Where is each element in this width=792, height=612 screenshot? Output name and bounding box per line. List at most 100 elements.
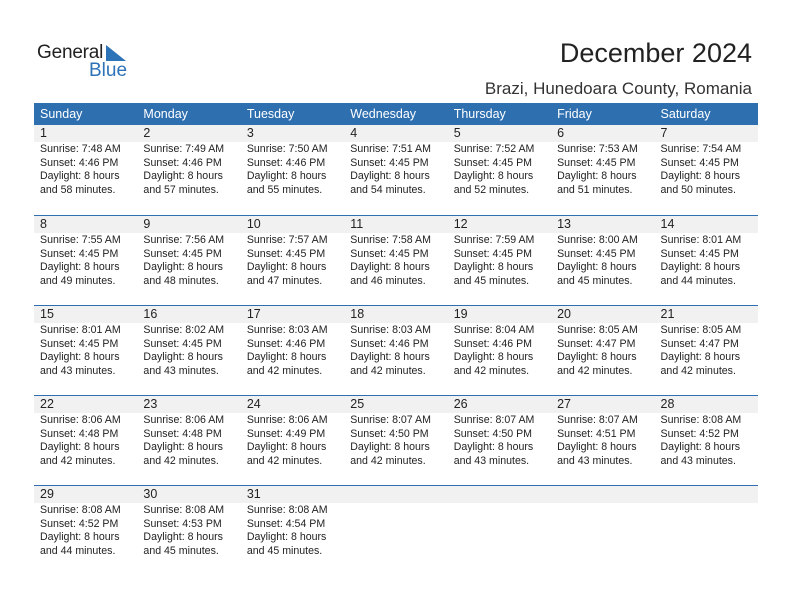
daylight2-text: and 45 minutes.: [453, 274, 530, 287]
sunset-text: Sunset: 4:45 PM: [453, 156, 533, 169]
day-cell: 19 Sunrise: 8:04 AM Sunset: 4:46 PM Dayligh…: [447, 306, 552, 395]
day-info: Sunrise: 8:06 AM Sunset: 4:48 PM Daylight:…: [34, 413, 137, 468]
day-cell: 11 Sunrise: 7:58 AM Sunset: 4:45 PM Dayligh…: [344, 216, 448, 305]
day-info: Sunrise: 8:03 AM Sunset: 4:46 PM Daylight:…: [241, 323, 344, 378]
daylight2-text: and 48 minutes.: [143, 274, 219, 287]
day-number: 24: [240, 396, 345, 413]
day-cell: 23 Sunrise: 8:06 AM Sunset: 4:48 PM Dayligh…: [137, 396, 241, 485]
sunset-text: Sunset: 4:46 PM: [40, 156, 119, 169]
daylight1-text: Daylight: 8 hours: [246, 261, 327, 273]
weekday-thursday: Thursday: [453, 107, 506, 121]
day-number: 12: [447, 216, 552, 233]
daylight1-text: Daylight: 8 hours: [246, 441, 327, 453]
empty-day-band: [654, 486, 758, 503]
daylight1-text: Daylight: 8 hours: [660, 170, 741, 182]
day-number: 31: [240, 486, 345, 503]
sunset-text: Sunset: 4:45 PM: [557, 156, 636, 169]
day-cell: 30 Sunrise: 8:08 AM Sunset: 4:53 PM Dayligh…: [137, 486, 241, 575]
day-cell: 31 Sunrise: 8:08 AM Sunset: 4:54 PM Dayligh…: [240, 486, 345, 575]
day-info: Sunrise: 8:07 AM Sunset: 4:50 PM Daylight:…: [344, 413, 447, 468]
daylight2-text: and 42 minutes.: [557, 364, 633, 377]
day-info: Sunrise: 7:59 AM Sunset: 4:45 PM Daylight:…: [448, 233, 551, 288]
day-info: Sunrise: 8:02 AM Sunset: 4:45 PM Daylight:…: [137, 323, 240, 378]
day-info: Sunrise: 8:07 AM Sunset: 4:50 PM Daylight:…: [448, 413, 551, 468]
day-cell: 16 Sunrise: 8:02 AM Sunset: 4:45 PM Dayligh…: [137, 306, 241, 395]
sunrise-text: Sunrise: 7:59 AM: [453, 234, 535, 246]
logo: General Blue: [37, 42, 127, 81]
sunset-text: Sunset: 4:50 PM: [350, 427, 429, 440]
daylight2-text: and 58 minutes.: [40, 183, 116, 196]
daylight2-text: and 52 minutes.: [453, 183, 530, 196]
sunrise-text: Sunrise: 7:48 AM: [40, 143, 121, 155]
sunrise-text: Sunrise: 8:01 AM: [660, 234, 742, 246]
sunrise-text: Sunrise: 8:06 AM: [40, 414, 121, 426]
weekday-wednesday: Wednesday: [350, 107, 417, 121]
daylight1-text: Daylight: 8 hours: [143, 170, 223, 182]
daylight1-text: Daylight: 8 hours: [557, 261, 637, 273]
day-info: Sunrise: 8:08 AM Sunset: 4:53 PM Daylight:…: [137, 503, 240, 558]
empty-day-band: [344, 486, 448, 503]
day-info: Sunrise: 8:08 AM Sunset: 4:54 PM Daylight:…: [241, 503, 344, 558]
day-number: 3: [240, 125, 345, 142]
sunset-text: Sunset: 4:45 PM: [143, 247, 222, 260]
sunset-text: Sunset: 4:45 PM: [557, 247, 636, 260]
day-cell: 21 Sunrise: 8:05 AM Sunset: 4:47 PM Dayligh…: [654, 306, 758, 395]
day-number: 21: [654, 306, 758, 323]
day-cell: 18 Sunrise: 8:03 AM Sunset: 4:46 PM Dayligh…: [344, 306, 448, 395]
sunrise-text: Sunrise: 8:05 AM: [660, 324, 742, 336]
logo-text-blue: Blue: [89, 60, 128, 81]
day-cell: 10 Sunrise: 7:57 AM Sunset: 4:45 PM Dayligh…: [240, 216, 345, 305]
empty-cell: [447, 486, 552, 575]
sunset-text: Sunset: 4:54 PM: [246, 517, 326, 530]
sunset-text: Sunset: 4:50 PM: [453, 427, 533, 440]
day-number: 28: [654, 396, 758, 413]
sunset-text: Sunset: 4:51 PM: [557, 427, 636, 440]
day-cell: 27 Sunrise: 8:07 AM Sunset: 4:51 PM Dayligh…: [551, 396, 655, 485]
weekday-tuesday: Tuesday: [246, 107, 295, 121]
sunset-text: Sunset: 4:45 PM: [40, 337, 119, 350]
day-info: Sunrise: 8:04 AM Sunset: 4:46 PM Daylight:…: [448, 323, 551, 378]
day-cell: 1 Sunrise: 7:48 AM Sunset: 4:46 PM Daylight…: [34, 125, 138, 215]
sunset-text: Sunset: 4:52 PM: [660, 427, 739, 440]
daylight2-text: and 45 minutes.: [557, 274, 633, 287]
day-info: Sunrise: 8:01 AM Sunset: 4:45 PM Daylight:…: [34, 323, 137, 378]
sunrise-text: Sunrise: 7:57 AM: [246, 234, 328, 246]
day-number: 6: [551, 125, 655, 142]
daylight2-text: and 43 minutes.: [557, 454, 633, 467]
daylight2-text: and 46 minutes.: [350, 274, 426, 287]
day-info: Sunrise: 8:06 AM Sunset: 4:48 PM Daylight:…: [137, 413, 240, 468]
day-cell: 14 Sunrise: 8:01 AM Sunset: 4:45 PM Dayligh…: [654, 216, 758, 305]
sunset-text: Sunset: 4:47 PM: [557, 337, 636, 350]
sunrise-text: Sunrise: 8:05 AM: [557, 324, 638, 336]
calendar-grid: Sunday Monday Tuesday Wednesday Thursday Frid…: [34, 103, 758, 575]
sunrise-text: Sunrise: 7:52 AM: [453, 143, 535, 155]
day-info: Sunrise: 7:54 AM Sunset: 4:45 PM Daylight:…: [655, 142, 758, 197]
daylight1-text: Daylight: 8 hours: [557, 170, 637, 182]
day-info: Sunrise: 8:07 AM Sunset: 4:51 PM Daylight:…: [551, 413, 654, 468]
sunrise-text: Sunrise: 7:54 AM: [660, 143, 742, 155]
sunset-text: Sunset: 4:45 PM: [453, 247, 533, 260]
day-number: 11: [344, 216, 448, 233]
sunset-text: Sunset: 4:48 PM: [143, 427, 222, 440]
day-info: Sunrise: 7:48 AM Sunset: 4:46 PM Daylight:…: [34, 142, 137, 197]
daylight1-text: Daylight: 8 hours: [246, 351, 327, 363]
day-number: 1: [34, 125, 138, 142]
empty-day-band: [551, 486, 655, 503]
sunrise-text: Sunrise: 7:49 AM: [143, 143, 225, 155]
daylight2-text: and 43 minutes.: [660, 454, 736, 467]
day-number: 18: [344, 306, 448, 323]
sunrise-text: Sunrise: 8:07 AM: [350, 414, 431, 426]
sunrise-text: Sunrise: 8:08 AM: [660, 414, 742, 426]
daylight2-text: and 45 minutes.: [246, 544, 323, 557]
sunrise-text: Sunrise: 7:51 AM: [350, 143, 431, 155]
daylight2-text: and 57 minutes.: [143, 183, 219, 196]
day-info: Sunrise: 7:53 AM Sunset: 4:45 PM Daylight:…: [551, 142, 654, 197]
day-cell: 2 Sunrise: 7:49 AM Sunset: 4:46 PM Daylight…: [137, 125, 241, 215]
daylight1-text: Daylight: 8 hours: [40, 531, 120, 543]
day-cell: 26 Sunrise: 8:07 AM Sunset: 4:50 PM Dayligh…: [447, 396, 552, 485]
sunrise-text: Sunrise: 8:07 AM: [453, 414, 535, 426]
sunrise-text: Sunrise: 7:58 AM: [350, 234, 431, 246]
sunrise-text: Sunrise: 8:03 AM: [246, 324, 328, 336]
day-number: 30: [137, 486, 241, 503]
